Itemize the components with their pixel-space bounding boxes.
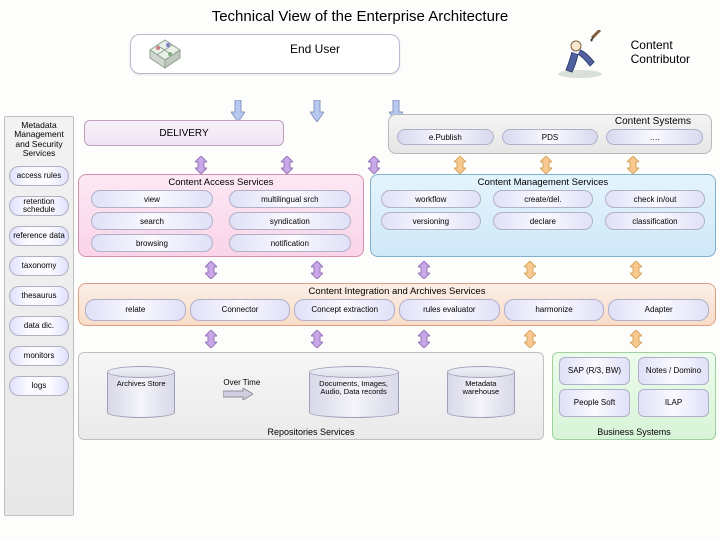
arrow-bi-icon (418, 330, 430, 348)
repositories-title: Repositories Services (79, 427, 543, 437)
content-systems-box: Content Systems e.Publish PDS …. (388, 114, 712, 154)
sidebar-item-reference: reference data (9, 226, 69, 246)
mgmt-svc-title: Content Management Services (377, 177, 709, 188)
sidebar-item-logs: logs (9, 376, 69, 396)
integration-layer: Content Integration and Archives Service… (78, 283, 716, 326)
arrows-layer3 (158, 330, 720, 348)
main-layers: DELIVERY Content Systems e.Publish PDS …… (78, 100, 716, 440)
arrow-bi-icon (540, 156, 552, 174)
arrows-layer1 (158, 156, 676, 174)
biz-notes: Notes / Domino (638, 357, 709, 385)
sys-pds: PDS (502, 129, 599, 145)
integ-concept: Concept extraction (294, 299, 395, 321)
content-systems-title: Content Systems (389, 115, 711, 127)
arrow-bi-icon (368, 156, 380, 174)
integration-title: Content Integration and Archives Service… (85, 286, 709, 297)
svc-view: view (91, 190, 213, 208)
integ-connector: Connector (190, 299, 291, 321)
sys-epublish: e.Publish (397, 129, 494, 145)
sidebar-item-thesaurus: thesaurus (9, 286, 69, 306)
integ-relate: relate (85, 299, 186, 321)
business-systems-title: Business Systems (553, 427, 715, 437)
business-systems-box: SAP (R/3, BW) Notes / Domino People Soft… (552, 352, 716, 440)
arrow-bi-icon (205, 330, 217, 348)
svc-versioning: versioning (381, 212, 481, 230)
bottom-layer: Archives Store Over Time Documents, Imag… (78, 352, 716, 440)
archives-store-cylinder: Archives Store (107, 366, 175, 418)
svc-browsing: browsing (91, 234, 213, 252)
over-time-arrow: Over Time (223, 379, 260, 405)
sidebar-item-retention: retention schedule (9, 196, 69, 216)
arrow-bi-icon (524, 261, 536, 279)
metadata-warehouse-cylinder: Metadata warehouse (447, 366, 515, 418)
sidebar-item-taxonomy: taxonomy (9, 256, 69, 276)
delivery-box: DELIVERY (84, 120, 284, 146)
metadata-sidebar: Metadata Management and Security Service… (4, 116, 74, 516)
svc-workflow: workflow (381, 190, 481, 208)
sidebar-item-datadic: data dic. (9, 316, 69, 336)
biz-peoplesoft: People Soft (559, 389, 630, 417)
arrow-bi-icon (205, 261, 217, 279)
content-contributor-label: Content Contributor (631, 38, 690, 66)
integ-rules: rules evaluator (399, 299, 500, 321)
arrow-bi-icon (454, 156, 466, 174)
arrow-bi-icon (311, 261, 323, 279)
svc-multilingual: multilingual srch (229, 190, 351, 208)
integ-adapter: Adapter (608, 299, 709, 321)
arrows-layer2 (158, 261, 720, 279)
delivery-contentsys-layer: DELIVERY Content Systems e.Publish PDS …… (78, 100, 716, 154)
sidebar-item-access-rules: access rules (9, 166, 69, 186)
sidebar-title: Metadata Management and Security Service… (7, 119, 71, 160)
content-mgmt-services: Content Management Services workflow cre… (370, 174, 716, 257)
sys-ellipsis: …. (606, 129, 703, 145)
end-user-label: End User (290, 42, 340, 56)
biz-sap: SAP (R/3, BW) (559, 357, 630, 385)
top-actors-row: End User Content Contributor (0, 30, 720, 100)
content-access-services: Content Access Services view multilingua… (78, 174, 364, 257)
arrow-bi-icon (630, 330, 642, 348)
arrow-bi-icon (281, 156, 293, 174)
arrow-bi-icon (630, 261, 642, 279)
arrow-bi-icon (195, 156, 207, 174)
documents-cylinder: Documents, Images, Audio, Data records (309, 366, 399, 418)
repositories-box: Archives Store Over Time Documents, Imag… (78, 352, 544, 440)
biz-ilap: ILAP (638, 389, 709, 417)
arrow-bi-icon (418, 261, 430, 279)
arrow-bi-icon (524, 330, 536, 348)
svc-checkinout: check in/out (605, 190, 705, 208)
svc-declare: declare (493, 212, 593, 230)
arrow-bi-icon (311, 330, 323, 348)
end-user-isometric-icon (140, 30, 190, 70)
access-svc-title: Content Access Services (85, 177, 357, 188)
sidebar-item-monitors: monitors (9, 346, 69, 366)
svc-search: search (91, 212, 213, 230)
arrow-bi-icon (627, 156, 639, 174)
page-title: Technical View of the Enterprise Archite… (0, 0, 720, 29)
integ-harmonize: harmonize (504, 299, 605, 321)
svc-createdel: create/del. (493, 190, 593, 208)
services-layer: Content Access Services view multilingua… (78, 174, 716, 257)
svc-classification: classification (605, 212, 705, 230)
svc-syndication: syndication (229, 212, 351, 230)
svc-notification: notification (229, 234, 351, 252)
content-contributor-icon (550, 30, 610, 80)
